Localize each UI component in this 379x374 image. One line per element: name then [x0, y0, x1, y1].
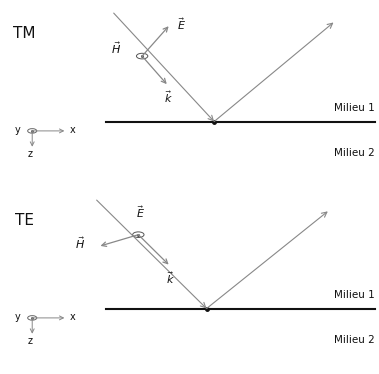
Text: Milieu 2: Milieu 2 [334, 148, 375, 158]
Text: TM: TM [13, 26, 36, 41]
Text: $\vec{k}$: $\vec{k}$ [166, 270, 175, 286]
Text: Milieu 1: Milieu 1 [334, 291, 375, 300]
Text: z: z [28, 336, 33, 346]
Text: $\vec{E}$: $\vec{E}$ [177, 16, 186, 32]
Text: y: y [15, 312, 21, 322]
Text: z: z [28, 149, 33, 159]
Text: $\vec{k}$: $\vec{k}$ [164, 89, 173, 105]
Text: y: y [15, 125, 21, 135]
Text: Milieu 1: Milieu 1 [334, 104, 375, 113]
Text: x: x [70, 125, 76, 135]
Text: $\vec{H}$: $\vec{H}$ [111, 41, 121, 56]
Text: x: x [70, 312, 76, 322]
Text: Milieu 2: Milieu 2 [334, 335, 375, 345]
Text: $\vec{E}$: $\vec{E}$ [136, 204, 145, 220]
Text: $\vec{H}$: $\vec{H}$ [75, 235, 85, 251]
Text: TE: TE [15, 213, 34, 228]
